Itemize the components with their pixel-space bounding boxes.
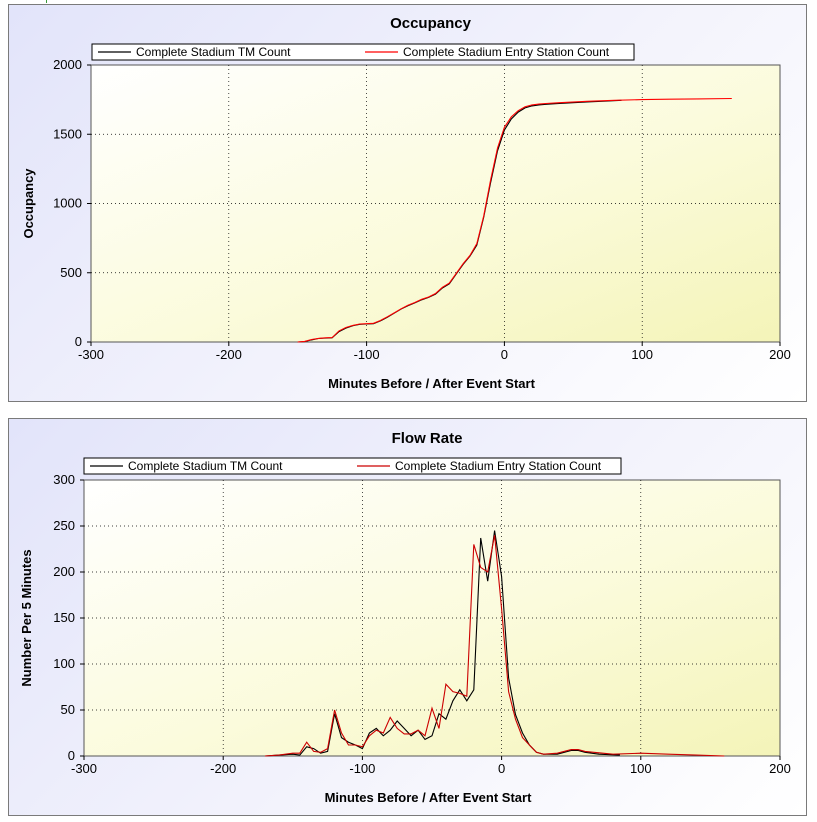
occupancy-legend: Complete Stadium TM Count Complete Stadiu… [91,43,635,61]
flow-rate-grid [84,480,780,756]
occupancy-y-tick-label: 1500 [53,126,82,141]
flow-rate-chart-title: Flow Rate [392,430,463,447]
occupancy-y-tick-label: 1000 [53,196,82,211]
occupancy-x-axis-label: Minutes Before / After Event Start [328,376,536,391]
flow-rate-legend: Complete Stadium TM Count Complete Stadiu… [83,457,622,475]
occupancy-y-tick-label: 2000 [53,57,82,72]
flow-rate-legend-box [83,457,622,475]
flow-rate-y-tick-label: 150 [53,610,75,625]
flow-rate-series-entry-station-count-line [264,535,725,757]
occupancy-y-tick-label: 500 [60,265,82,280]
flow-rate-x-tick-label: 100 [630,761,652,776]
flow-rate-y-tick-label: 300 [53,472,75,487]
flow-rate-x-tick-label: -200 [210,761,236,776]
flow-rate-x-tick-label: -300 [71,761,97,776]
flow-rate-x-tick-label: 200 [769,761,791,776]
occupancy-x-tick-label: 200 [769,347,791,362]
flow-rate-y-tick-label: 0 [68,748,75,763]
occupancy-legend-label: Complete Stadium Entry Station Count [403,45,610,59]
occupancy-legend-box [91,43,635,61]
occupancy-x-tick-label: -100 [354,347,380,362]
occupancy-grid [91,65,780,342]
occupancy-chart: -300 -200 -100 0 100 2000500100015002000Occup… [21,15,791,391]
flow-rate-y-tick-label: 50 [61,702,75,717]
flow-rate-x-axis-label: Minutes Before / After Event Start [325,790,533,805]
occupancy-x-tick-label: 100 [631,347,653,362]
flow-rate-chart: -300 -200 -100 0 100 200 0 50 100 150 200 250 300 Flo… [19,430,791,805]
occupancy-y-tick-label: 0 [75,334,82,349]
flow-rate-x-tick-label: -100 [349,761,375,776]
occupancy-x-tick-label: -300 [78,347,104,362]
flow-rate-y-tick-label: 250 [53,518,75,533]
flow-rate-y-tick-label: 100 [53,656,75,671]
flow-rate-legend-label: Complete Stadium Entry Station Count [395,459,602,473]
occupancy-chart-panel: -300 -200 -100 0 100 200 0 500 1000 1500 2000 Occup… [8,4,807,402]
occupancy-x-tick-label: 0 [501,347,508,362]
occupancy-legend-label: Complete Stadium TM Count [136,45,291,59]
flow-rate-legend-label: Complete Stadium TM Count [128,459,283,473]
flow-rate-x-tick-label: 0 [498,761,505,776]
occupancy-series-entry-station-count-line [297,97,732,343]
occupancy-y-axis-label: Occupancy [21,168,36,239]
flow-rate-y-axis-label: Number Per 5 Minutes [19,549,34,686]
corner-mark [46,0,47,3]
occupancy-chart-title: Occupancy [390,15,472,32]
flow-rate-chart-panel: -300 -200 -100 0 100 200 0 50 100 150 200 250 300 Flo… [8,418,807,816]
flow-rate-y-tick-label: 200 [53,564,75,579]
occupancy-x-tick-label: -200 [216,347,242,362]
